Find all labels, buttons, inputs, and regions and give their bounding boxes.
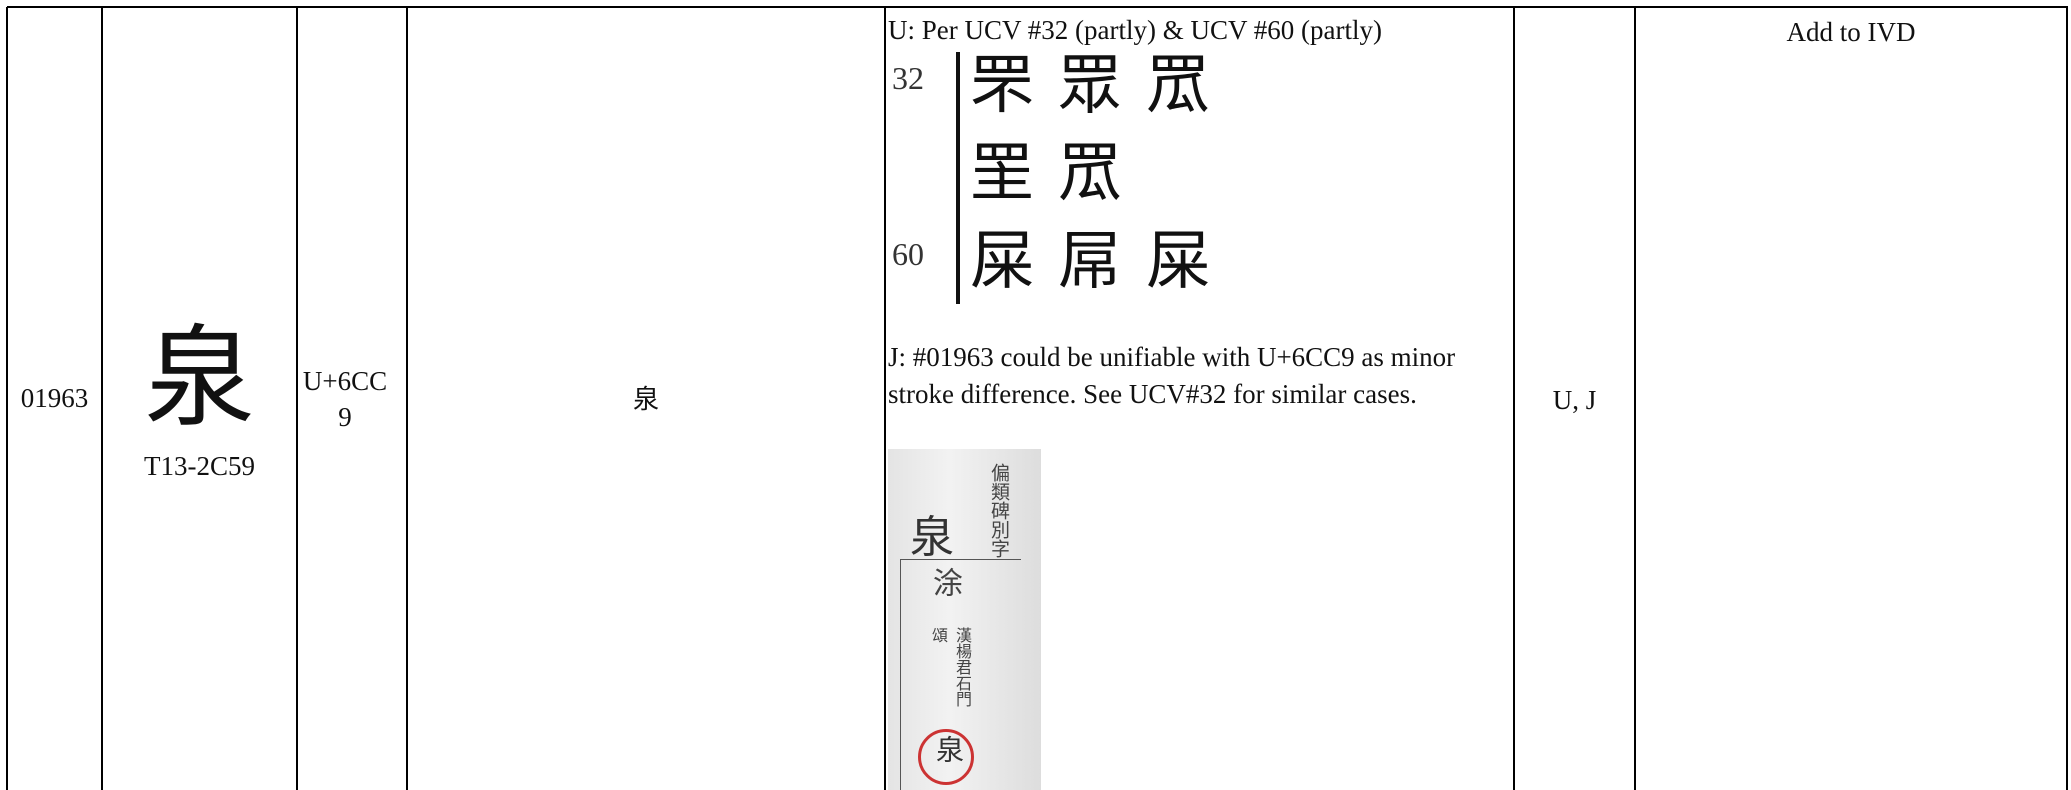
ucv-label: 60 — [892, 236, 924, 272]
column-border — [101, 7, 103, 790]
column-border — [6, 7, 8, 790]
action: Add to IVD — [1786, 17, 1916, 47]
source-code: T13-2C59 — [144, 451, 255, 481]
table-border — [7, 6, 2068, 8]
glyph: 泉 — [144, 314, 255, 442]
note-j: J: #01963 could be unifiable with U+6CC9… — [888, 342, 1456, 409]
flags: U, J — [1552, 385, 1597, 415]
ucv-glyph: 罛 — [1146, 49, 1210, 123]
unicode-char: 泉 — [632, 385, 659, 415]
evidence-image: 泉 偏類碑別字 涂 漢楊君石門頌 泉 — [888, 449, 1041, 790]
ucv-glyph: 屎 — [1146, 225, 1210, 299]
evidence-frame — [900, 559, 1021, 790]
column-border — [296, 7, 298, 790]
column-border — [1634, 7, 1636, 790]
ucv-glyph: 罘 — [970, 49, 1034, 123]
ucv-glyph: 罛 — [1058, 137, 1122, 211]
ucv-glyph: 屌 — [1058, 225, 1122, 299]
ucv-image: 32 罘眾罛罜罛 60 屎屌屎 — [888, 50, 1228, 308]
codepoint: U+6CC9 — [302, 366, 388, 432]
evidence-circle — [918, 729, 974, 785]
evidence-variant: 涂 — [927, 567, 962, 597]
ucv-label: 32 — [892, 60, 924, 96]
ucv-divider — [956, 52, 960, 304]
evidence-heading: 泉 — [910, 512, 954, 563]
row-number: 01963 — [20, 383, 89, 413]
column-border — [1513, 7, 1515, 790]
note-u: U: Per UCV #32 (partly) & UCV #60 (partl… — [888, 15, 1382, 45]
ucv-glyph: 屎 — [970, 225, 1034, 299]
column-border — [884, 7, 886, 790]
evidence-source: 漢楊君石門頌 — [929, 627, 972, 707]
evidence-title: 偏類碑別字 — [988, 463, 1010, 558]
evidence-circled: 泉 — [932, 735, 965, 763]
column-border — [2066, 7, 2068, 790]
ucv-glyph: 眾 — [1058, 49, 1122, 123]
ucv-glyph: 罜 — [970, 137, 1034, 211]
column-border — [406, 7, 408, 790]
